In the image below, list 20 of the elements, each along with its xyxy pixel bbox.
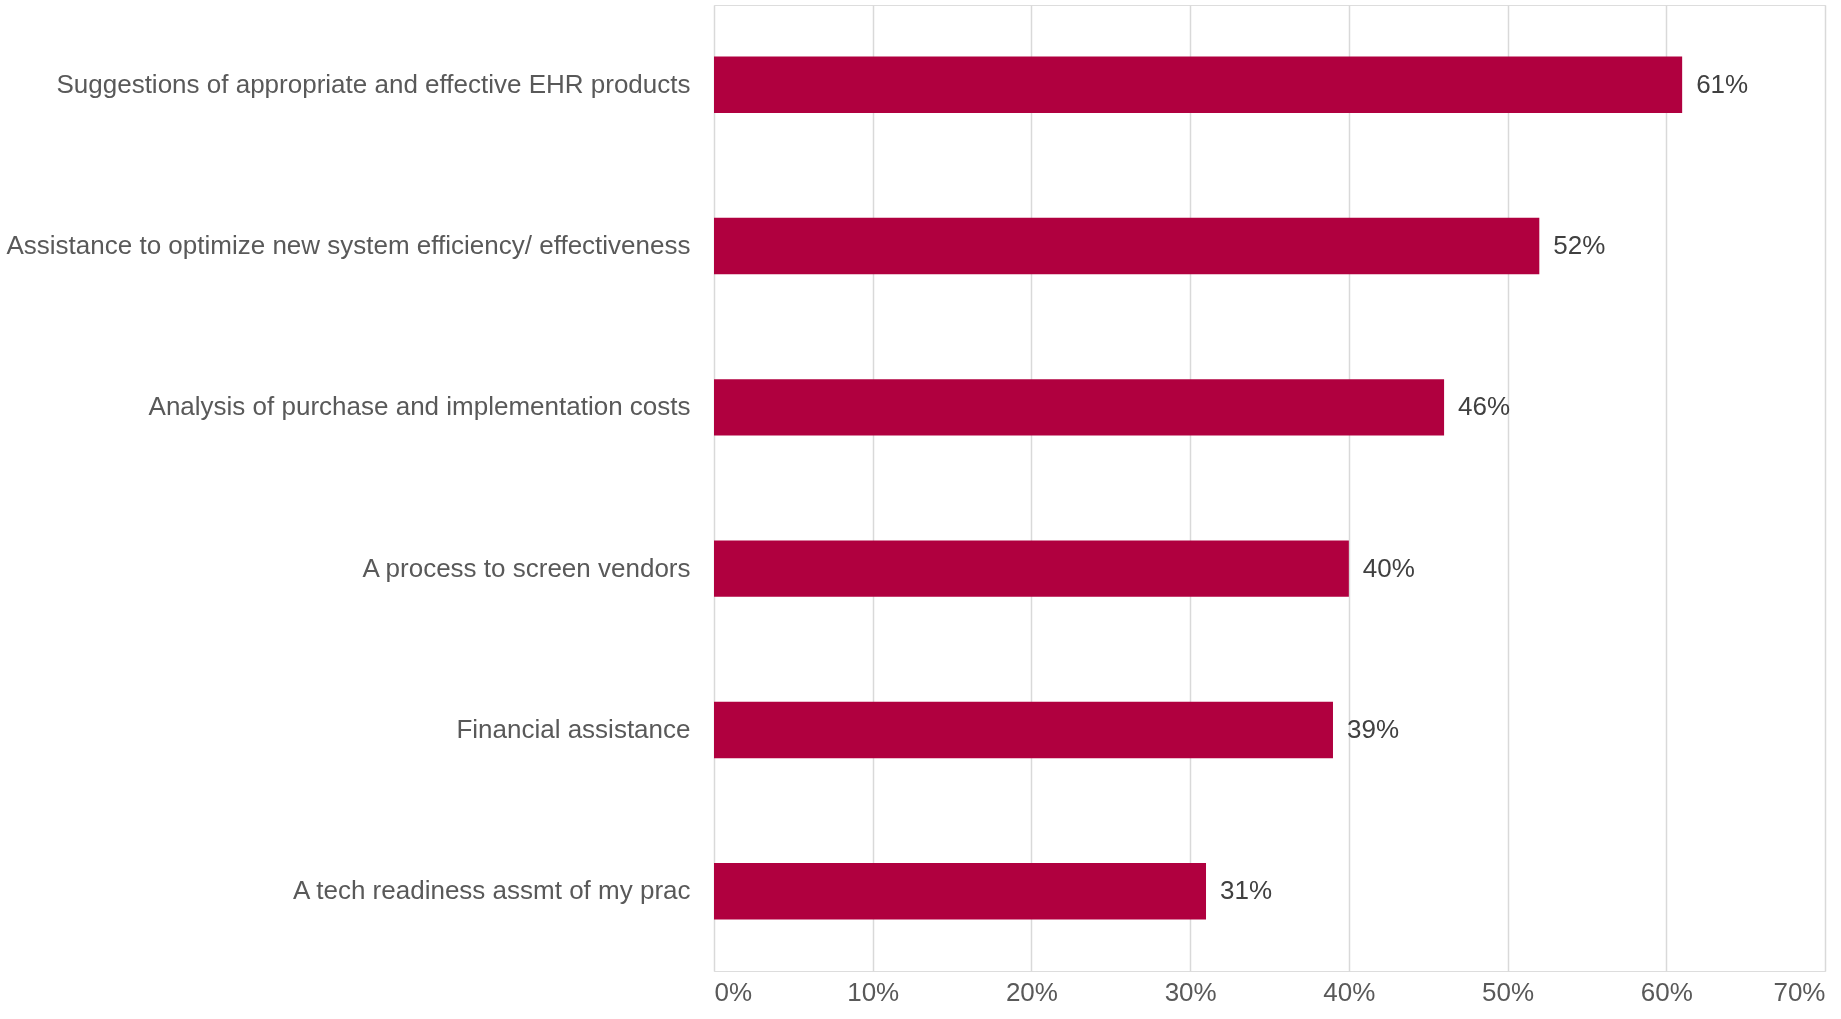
- x-tick-label: 10%: [847, 976, 900, 1007]
- data-label: 52%: [1553, 230, 1606, 261]
- x-tick-label: 0%: [714, 976, 753, 1007]
- x-tick-label: 20%: [1005, 976, 1058, 1007]
- data-label: 46%: [1458, 391, 1511, 422]
- data-label: 61%: [1696, 68, 1749, 99]
- data-label: 40%: [1362, 552, 1415, 583]
- data-label: 39%: [1346, 713, 1400, 744]
- y-tick-label: Analysis of purchase and implementation costs: [148, 391, 691, 422]
- x-tick-label: 50%: [1482, 976, 1535, 1007]
- y-tick-label: Assistance to optimize new system efficiency/ effectiveness: [6, 230, 691, 261]
- x-tick-label: 40%: [1323, 976, 1376, 1007]
- y-tick-label: A tech readiness assmt of my prac: [293, 875, 691, 906]
- y-tick-label: Financial assistance: [456, 713, 691, 744]
- data-label: 31%: [1220, 875, 1273, 906]
- x-tick-label: 30%: [1164, 976, 1217, 1007]
- y-tick-label: Suggestions of appropriate and effective EHR products: [56, 68, 691, 99]
- x-tick-label: 60%: [1640, 976, 1693, 1007]
- x-tick-label: 70%: [1773, 976, 1826, 1007]
- y-tick-label: A process to screen vendors: [362, 552, 691, 583]
